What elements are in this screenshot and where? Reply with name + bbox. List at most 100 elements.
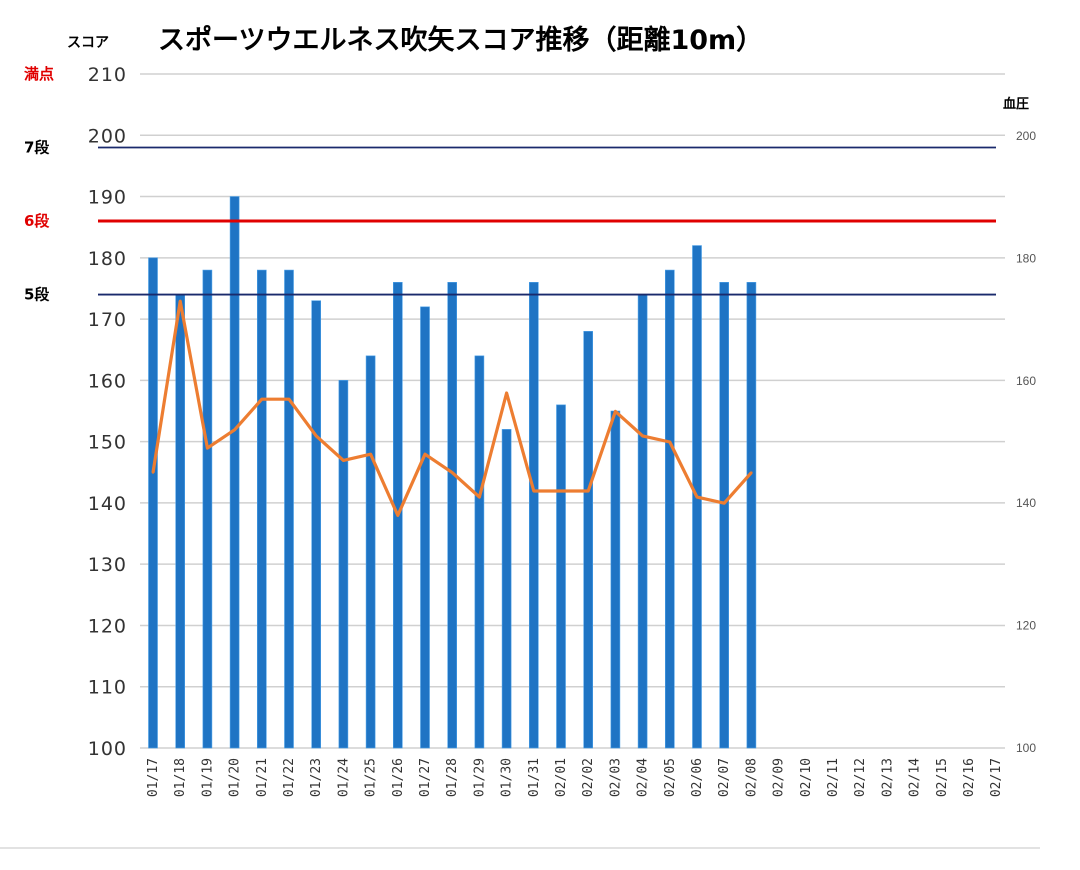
score-bar xyxy=(556,404,566,749)
bp-point xyxy=(695,495,699,499)
x-tick-label: 02/11 xyxy=(826,758,841,797)
bp-point xyxy=(532,489,535,493)
bp-point xyxy=(342,459,345,462)
reference-label: 6段 xyxy=(24,212,49,230)
x-axis-ticks: 01/17 01/18 01/19 01/20 01/21 01/22 01/23 01/24… xyxy=(146,758,1004,797)
bp-point xyxy=(287,397,291,401)
x-tick-label: 01/23 xyxy=(309,758,324,797)
y-tick-label-left: 180 xyxy=(88,248,127,270)
score-bar xyxy=(202,269,213,749)
bp-point xyxy=(641,434,644,438)
bp-point xyxy=(505,391,508,395)
y-tick-label-right: 180 xyxy=(1016,251,1036,265)
x-tick-label: 02/15 xyxy=(935,758,950,797)
y-tick-label-left: 210 xyxy=(88,64,127,86)
score-bar xyxy=(474,355,485,749)
bp-point xyxy=(315,434,318,438)
bp-point xyxy=(614,410,617,413)
x-tick-label: 02/16 xyxy=(962,758,977,797)
chart-title: スポーツウエルネス吹矢スコア推移（距離10m） xyxy=(158,24,763,56)
bp-point xyxy=(559,489,563,493)
x-tick-label: 02/06 xyxy=(690,758,705,797)
reference-label: 5段 xyxy=(24,286,49,304)
bp-point xyxy=(179,300,182,303)
y-tick-label-right: 160 xyxy=(1016,374,1036,388)
x-tick-label: 01/21 xyxy=(255,758,270,797)
score-bar xyxy=(420,306,430,749)
y-tick-label-right: 140 xyxy=(1016,496,1036,510)
y-tick-label-left: 140 xyxy=(88,493,127,515)
bp-point xyxy=(369,453,372,456)
bp-point xyxy=(260,397,263,401)
y-tick-label-left: 110 xyxy=(88,677,127,699)
bp-point xyxy=(396,514,399,517)
score-bar xyxy=(284,269,294,749)
x-tick-label: 01/19 xyxy=(200,758,215,797)
x-tick-label: 02/17 xyxy=(989,758,1004,797)
y-axis-label-right: 血圧 xyxy=(1003,96,1029,112)
x-tick-label: 02/09 xyxy=(772,758,787,797)
x-tick-label: 02/01 xyxy=(554,758,569,797)
y-tick-label-left: 190 xyxy=(88,187,127,209)
bp-point xyxy=(451,471,454,474)
bp-point xyxy=(423,453,427,456)
score-bar xyxy=(637,294,648,749)
x-tick-label: 02/04 xyxy=(636,758,651,797)
bp-point xyxy=(587,489,590,493)
reference-lines xyxy=(98,146,996,296)
x-tick-label: 02/07 xyxy=(717,758,732,797)
bp-line xyxy=(151,299,753,517)
bp-point xyxy=(151,471,155,474)
x-tick-label: 02/02 xyxy=(581,758,596,797)
x-tick-label: 01/17 xyxy=(146,758,161,797)
x-tick-label: 02/08 xyxy=(744,758,759,797)
y-tick-label-right: 120 xyxy=(1016,619,1036,633)
score-bar xyxy=(256,269,267,749)
x-tick-label: 02/12 xyxy=(853,758,868,797)
score-bar xyxy=(583,331,594,749)
x-tick-label: 01/31 xyxy=(527,758,542,797)
bp-point xyxy=(478,495,481,499)
score-bar xyxy=(610,410,621,749)
y-tick-label-left: 120 xyxy=(88,615,127,637)
y-tick-label-right: 100 xyxy=(1016,741,1036,755)
score-bar xyxy=(501,429,512,749)
x-tick-label: 01/29 xyxy=(472,758,487,797)
y-tick-label-left: 170 xyxy=(88,309,127,331)
y-tick-label-left: 130 xyxy=(88,554,127,576)
x-tick-label: 01/28 xyxy=(445,758,460,797)
score-bar xyxy=(528,282,539,749)
bp-point xyxy=(750,471,753,474)
reference-label: 満点 xyxy=(24,65,54,83)
x-tick-label: 02/03 xyxy=(608,758,623,797)
y-tick-label-right: 200 xyxy=(1016,129,1036,143)
x-tick-label: 01/20 xyxy=(228,758,243,797)
y-tick-label-left: 200 xyxy=(88,125,127,147)
score-bar xyxy=(719,282,730,749)
y-axis-label-left: スコア xyxy=(67,35,109,51)
y-tick-label-left: 150 xyxy=(88,432,127,454)
score-bar xyxy=(175,294,185,749)
reference-label: 7段 xyxy=(24,139,49,157)
bp-point xyxy=(233,428,236,431)
score-bar xyxy=(229,196,240,749)
score-bar xyxy=(338,380,349,749)
score-bar xyxy=(148,257,158,749)
bp-point xyxy=(668,440,671,444)
left-axis-ticks: 100 110 120 130 140 150 160 170 180 190 200 210 xyxy=(88,64,127,760)
x-tick-label: 01/25 xyxy=(364,758,379,797)
y-tick-label-left: 160 xyxy=(88,370,127,392)
x-tick-label: 01/27 xyxy=(418,758,433,797)
score-bar xyxy=(311,300,322,749)
reference-labels: 満点 7段 6段 5段 xyxy=(24,65,54,304)
x-tick-label: 02/05 xyxy=(663,758,678,797)
gridlines xyxy=(140,73,1005,749)
x-tick-label: 01/26 xyxy=(391,758,406,797)
score-bar xyxy=(447,282,458,749)
bp-point xyxy=(723,502,726,505)
x-tick-label: 01/24 xyxy=(336,758,351,797)
y-tick-label-left: 100 xyxy=(88,738,127,760)
bp-point xyxy=(206,446,209,450)
right-axis-ticks: 100 120 140 160 180 200 xyxy=(1016,129,1036,755)
